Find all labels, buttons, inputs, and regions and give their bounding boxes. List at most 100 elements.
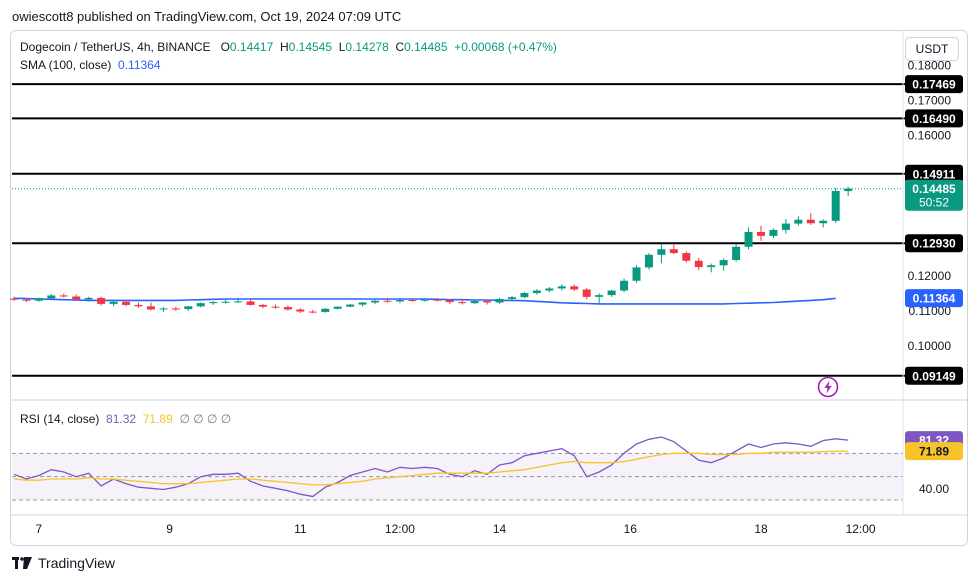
last-price-label: 0.14485 <box>912 182 956 196</box>
candle-body <box>296 309 305 312</box>
publisher-line: owiescott8 published on TradingView.com,… <box>12 9 402 24</box>
candle-body <box>122 301 131 305</box>
time-tick-label: 12:00 <box>385 522 415 536</box>
rsi-ma-line <box>13 450 849 486</box>
candle-body <box>470 301 479 304</box>
candle-body <box>769 229 778 236</box>
time-tick-label: 18 <box>754 522 768 536</box>
candle-body <box>719 260 728 266</box>
candle-body <box>483 301 492 303</box>
sma-label: SMA (100, close) <box>20 58 112 72</box>
price-tick-label: 0.17000 <box>908 94 952 108</box>
candle-body <box>508 297 516 299</box>
candle-body <box>694 260 703 268</box>
high-value: 0.14545 <box>288 40 333 54</box>
candle-body <box>557 286 566 289</box>
time-tick-label: 14 <box>493 522 507 536</box>
candle-body <box>732 246 741 261</box>
close-label: C <box>395 40 405 54</box>
candle-body <box>644 254 653 268</box>
candle-body <box>146 306 155 310</box>
candle-body <box>271 306 280 308</box>
rsi-line <box>13 436 849 498</box>
tradingview-logo-icon <box>12 557 32 569</box>
countdown-label: 50:52 <box>919 196 949 210</box>
candle-body <box>47 295 56 299</box>
level-label: 0.12930 <box>912 237 956 251</box>
candle-body <box>632 267 641 281</box>
candle-body <box>333 306 342 309</box>
candle-body <box>134 304 143 307</box>
candle-body <box>22 299 31 301</box>
low-label: L <box>338 40 346 54</box>
candle-body <box>346 304 355 307</box>
sma-legend[interactable]: SMA (100, close) 0.11364 <box>20 58 161 72</box>
candle-body <box>408 300 417 302</box>
candle-body <box>10 298 18 300</box>
level-label: 0.09149 <box>912 369 956 383</box>
candle-body <box>582 289 591 297</box>
candle-body <box>196 303 205 307</box>
candle-body <box>321 308 330 312</box>
candle-body <box>358 302 367 305</box>
candle-body <box>371 300 380 303</box>
currency-button[interactable]: USDT <box>905 37 959 61</box>
candle-body <box>532 290 541 294</box>
candle-body <box>657 249 666 255</box>
rsi-tick-label: 40.00 <box>919 482 949 496</box>
level-label: 0.17469 <box>912 78 956 92</box>
tradingview-brand: TradingView <box>12 555 115 571</box>
rsi-tag <box>905 442 963 461</box>
chart-frame <box>10 30 968 546</box>
level-tag <box>905 366 963 385</box>
low-value: 0.14278 <box>345 40 389 54</box>
high-label: H <box>279 40 289 54</box>
sma-tag <box>905 289 963 308</box>
time-tick-label: 7 <box>36 522 43 536</box>
last-price-tag <box>905 179 963 211</box>
candle-body <box>72 296 81 300</box>
candle-body <box>595 295 604 297</box>
lightning-icon[interactable] <box>817 376 839 403</box>
rsi-tick-label: 71.89 <box>919 445 949 459</box>
candle-body <box>209 302 218 304</box>
level-label: 0.16490 <box>912 112 956 126</box>
change-value: +0.00068 (+0.47%) <box>454 40 557 54</box>
brand-name: TradingView <box>38 555 116 571</box>
candle-body <box>445 300 454 303</box>
candle-body <box>109 301 118 304</box>
open-label: O <box>220 40 230 54</box>
candle-body <box>308 311 317 313</box>
level-tag <box>905 164 963 183</box>
candle-body <box>844 188 853 192</box>
open-value: 0.14417 <box>229 40 274 54</box>
level-tag <box>905 109 963 128</box>
rsi-label: RSI (14, close) <box>20 412 100 426</box>
candle-body <box>59 295 68 297</box>
main-legend: Dogecoin / TetherUS, 4h, BINANCE O0.1441… <box>20 40 557 54</box>
candle-body <box>34 298 43 301</box>
candle-body <box>395 300 404 302</box>
candle-body <box>520 293 529 298</box>
rsi-legend[interactable]: RSI (14, close) 81.32 71.89 ∅ ∅ ∅ ∅ <box>20 412 231 426</box>
time-tick-label: 16 <box>624 522 638 536</box>
candle-body <box>383 300 392 302</box>
candle-body <box>794 219 803 224</box>
candle-body <box>171 308 180 310</box>
level-tag <box>905 75 963 94</box>
candle-body <box>221 301 230 303</box>
candle-body <box>707 265 716 268</box>
time-tick-label: 9 <box>166 522 173 536</box>
candle-body <box>819 220 828 224</box>
candle-body <box>159 308 168 310</box>
candle-body <box>757 232 765 236</box>
symbol-label[interactable]: Dogecoin / TetherUS, 4h, BINANCE <box>20 40 211 54</box>
candle-body <box>831 190 840 221</box>
candle-body <box>234 301 243 303</box>
candle-body <box>495 298 504 303</box>
candle-body <box>682 253 691 261</box>
candle-body <box>458 302 467 304</box>
time-tick-label: 12:00 <box>846 522 876 536</box>
candle-body <box>570 286 579 290</box>
